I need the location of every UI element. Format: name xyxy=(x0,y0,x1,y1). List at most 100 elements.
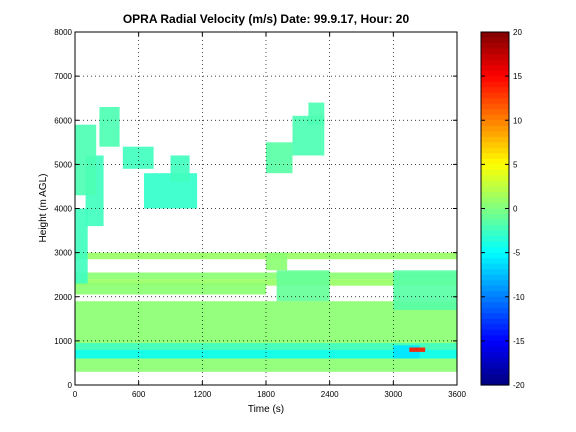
heatmap-cell-11 xyxy=(266,252,288,271)
x-tick-label-2: 1200 xyxy=(193,390,211,399)
colorbar-band-7 xyxy=(481,70,509,77)
x-tick-label-6: 3600 xyxy=(448,390,466,399)
colorbar-band-57 xyxy=(481,346,509,353)
colorbar-band-26 xyxy=(481,175,509,182)
colorbar-tick-label-2: 10 xyxy=(513,116,522,125)
colorbar-band-10 xyxy=(481,87,509,94)
colorbar-band-55 xyxy=(481,335,509,342)
x-tick-label-3: 1800 xyxy=(257,390,275,399)
colorbar-tick-label-6: -10 xyxy=(513,293,525,302)
colorbar-band-14 xyxy=(481,109,509,116)
x-axis-ticks: 0 600 1200 1800 2400 3000 3600 xyxy=(73,32,466,399)
colorbar-band-12 xyxy=(481,98,509,105)
colorbar-band-15 xyxy=(481,114,509,121)
colorbar-tick-label-0: 20 xyxy=(513,28,522,37)
colorbar-band-0 xyxy=(481,32,509,39)
colorbar-band-52 xyxy=(481,318,509,325)
colorbar-ticks: 20 15 10 5 0 -5 -10 -15 -20 xyxy=(481,28,525,390)
colorbar-band-28 xyxy=(481,186,509,193)
heatmap-cell-21 xyxy=(308,102,325,125)
colorbar-band-4 xyxy=(481,54,509,61)
y-tick-label-7: 7000 xyxy=(54,72,72,81)
heatmap-cell-14 xyxy=(75,124,97,196)
colorbar-band-21 xyxy=(481,147,509,154)
colorbar-band-53 xyxy=(481,324,509,331)
colorbar-band-56 xyxy=(481,340,509,347)
y-tick-label-8: 8000 xyxy=(54,28,72,37)
colorbar-band-37 xyxy=(481,236,509,243)
x-tick-label-4: 2400 xyxy=(321,390,339,399)
colorbar-band-18 xyxy=(481,131,509,138)
colorbar-band-50 xyxy=(481,307,509,314)
y-axis-ticks: 0 1000 2000 3000 4000 5000 6000 7000 8000 xyxy=(54,28,457,390)
heatmap-cell-7 xyxy=(75,272,457,280)
colorbar-band-11 xyxy=(481,92,509,99)
y-tick-label-2: 2000 xyxy=(54,293,72,302)
y-axis-label: Height (m AGL) xyxy=(38,174,49,243)
y-tick-label-3: 3000 xyxy=(54,249,72,258)
colorbar-band-63 xyxy=(481,379,509,386)
colorbar-band-47 xyxy=(481,291,509,298)
colorbar-band-40 xyxy=(481,252,509,259)
x-tick-label-1: 600 xyxy=(132,390,146,399)
y-tick-label-6: 6000 xyxy=(54,116,72,125)
colorbar-band-20 xyxy=(481,142,509,149)
colorbar-band-5 xyxy=(481,59,509,66)
colorbar-band-42 xyxy=(481,263,509,270)
colorbar-band-30 xyxy=(481,197,509,204)
colorbar-band-27 xyxy=(481,180,509,188)
colorbar-tick-label-5: -5 xyxy=(513,249,521,258)
colorbar-band-9 xyxy=(481,81,509,88)
colorbar-tick-label-3: 5 xyxy=(513,160,518,169)
colorbar-band-6 xyxy=(481,65,509,72)
colorbar-band-35 xyxy=(481,225,509,232)
colorbar-band-16 xyxy=(481,120,509,127)
heatmap-cell-18 xyxy=(170,155,190,182)
heatmap-cell-12 xyxy=(75,208,88,284)
colorbar-band-34 xyxy=(481,219,509,226)
heatmap-cell-5 xyxy=(75,279,457,286)
colorbar-band-59 xyxy=(481,357,509,364)
x-axis-label: Time (s) xyxy=(248,404,284,415)
colorbar-band-51 xyxy=(481,313,509,320)
colorbar-band-29 xyxy=(481,191,509,199)
heatmap-cell-1 xyxy=(75,349,457,359)
colorbar-band-61 xyxy=(481,368,509,375)
colorbar-band-45 xyxy=(481,280,509,287)
heatmap-cell-9 xyxy=(393,270,457,310)
colorbar-tick-label-1: 15 xyxy=(513,72,522,81)
heatmap-cell-16 xyxy=(122,146,154,169)
colorbar-band-39 xyxy=(481,247,509,254)
colorbar-band-8 xyxy=(481,76,509,83)
heatmap-cell-2 xyxy=(75,343,457,350)
colorbar-band-1 xyxy=(481,37,509,44)
colorbar-band-19 xyxy=(481,136,509,143)
heatmap-cell-15 xyxy=(99,107,120,147)
colorbar-band-22 xyxy=(481,153,509,160)
heatmap-cell-4 xyxy=(409,347,426,352)
colorbar-band-41 xyxy=(481,258,509,265)
colorbar-band-38 xyxy=(481,241,509,248)
x-tick-label-0: 0 xyxy=(73,390,78,399)
heatmap-cell-8 xyxy=(276,270,330,302)
y-tick-label-5: 5000 xyxy=(54,160,72,169)
colorbar-band-43 xyxy=(481,269,509,276)
colorbar-gradient xyxy=(481,32,509,386)
y-tick-label-1: 1000 xyxy=(54,337,72,346)
colorbar-band-33 xyxy=(481,214,509,221)
colorbar-band-54 xyxy=(481,329,509,336)
colorbar-band-24 xyxy=(481,164,509,171)
heatmap-plot: 0 600 1200 1800 2400 3000 3600 0 1000 2000 3000 40… xyxy=(54,28,466,399)
colorbar-band-17 xyxy=(481,125,509,132)
colorbar-band-48 xyxy=(481,296,509,303)
colorbar-band-13 xyxy=(481,103,509,110)
x-tick-label-5: 3000 xyxy=(384,390,402,399)
colorbar-band-49 xyxy=(481,302,509,309)
colorbar-band-36 xyxy=(481,230,509,237)
colorbar-band-58 xyxy=(481,351,509,359)
colorbar-band-44 xyxy=(481,274,509,281)
y-tick-label-4: 4000 xyxy=(54,205,72,214)
colorbar-band-2 xyxy=(481,43,509,50)
heatmap-cell-19 xyxy=(266,142,293,174)
